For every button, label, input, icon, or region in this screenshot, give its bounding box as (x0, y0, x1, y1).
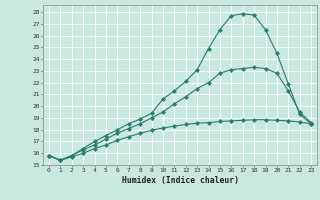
X-axis label: Humidex (Indice chaleur): Humidex (Indice chaleur) (122, 176, 238, 185)
